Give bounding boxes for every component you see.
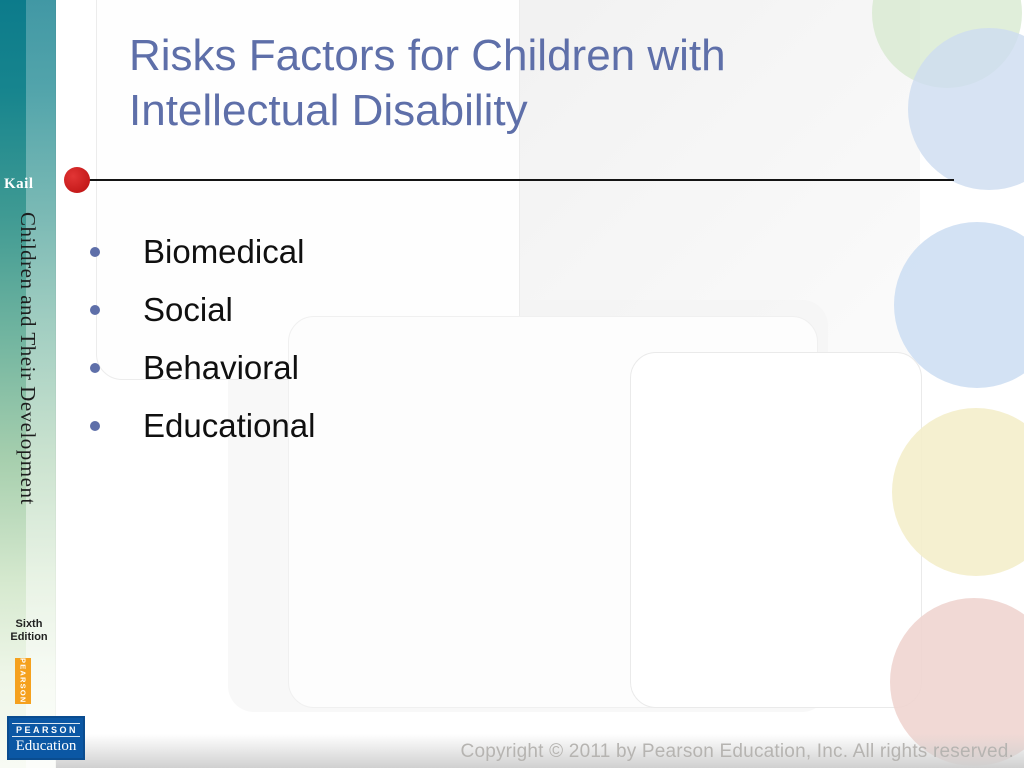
bullet-list: Biomedical Social Behavioral Educational: [90, 234, 315, 466]
background-panel-white-right: [630, 352, 922, 708]
pearson-logo-brand: PEARSON: [11, 722, 80, 737]
sidebar-light-overlay: [26, 0, 56, 768]
decor-circle-blue-mid: [894, 222, 1024, 388]
pearson-spine-badge: PEARSON: [15, 658, 31, 704]
book-spine-sidebar: Kail Children and Their Development Sixt…: [0, 0, 56, 768]
bullet-item: Educational: [90, 408, 315, 444]
footer-band: [0, 734, 1024, 768]
red-circle-accent: [64, 167, 90, 193]
author-name: Kail: [4, 176, 34, 192]
bullet-item: Social: [90, 292, 315, 328]
slide-title: Risks Factors for Children with Intellec…: [129, 31, 726, 135]
bullet-label: Social: [143, 291, 233, 328]
copyright-text: Copyright © 2011 by Pearson Education, I…: [460, 741, 1014, 762]
bullet-marker-icon: [90, 421, 100, 431]
book-title-vertical: Children and Their Development: [16, 212, 40, 505]
bullet-label: Educational: [143, 407, 316, 444]
edition-label: Sixth Edition: [10, 618, 48, 643]
bullet-label: Behavioral: [143, 349, 299, 386]
pearson-education-logo: PEARSON Education: [7, 716, 85, 760]
bullet-label: Biomedical: [143, 233, 305, 270]
bullet-marker-icon: [90, 247, 100, 257]
bullet-marker-icon: [90, 363, 100, 373]
bullet-item: Behavioral: [90, 350, 315, 386]
bullet-marker-icon: [90, 305, 100, 315]
decor-circle-yellow: [892, 408, 1024, 576]
bullet-item: Biomedical: [90, 234, 315, 270]
background-panel-white-center: [288, 316, 818, 708]
background-panel-gray-bottom: [228, 300, 828, 712]
title-underline: [76, 179, 954, 181]
pearson-logo-division: Education: [15, 737, 77, 754]
